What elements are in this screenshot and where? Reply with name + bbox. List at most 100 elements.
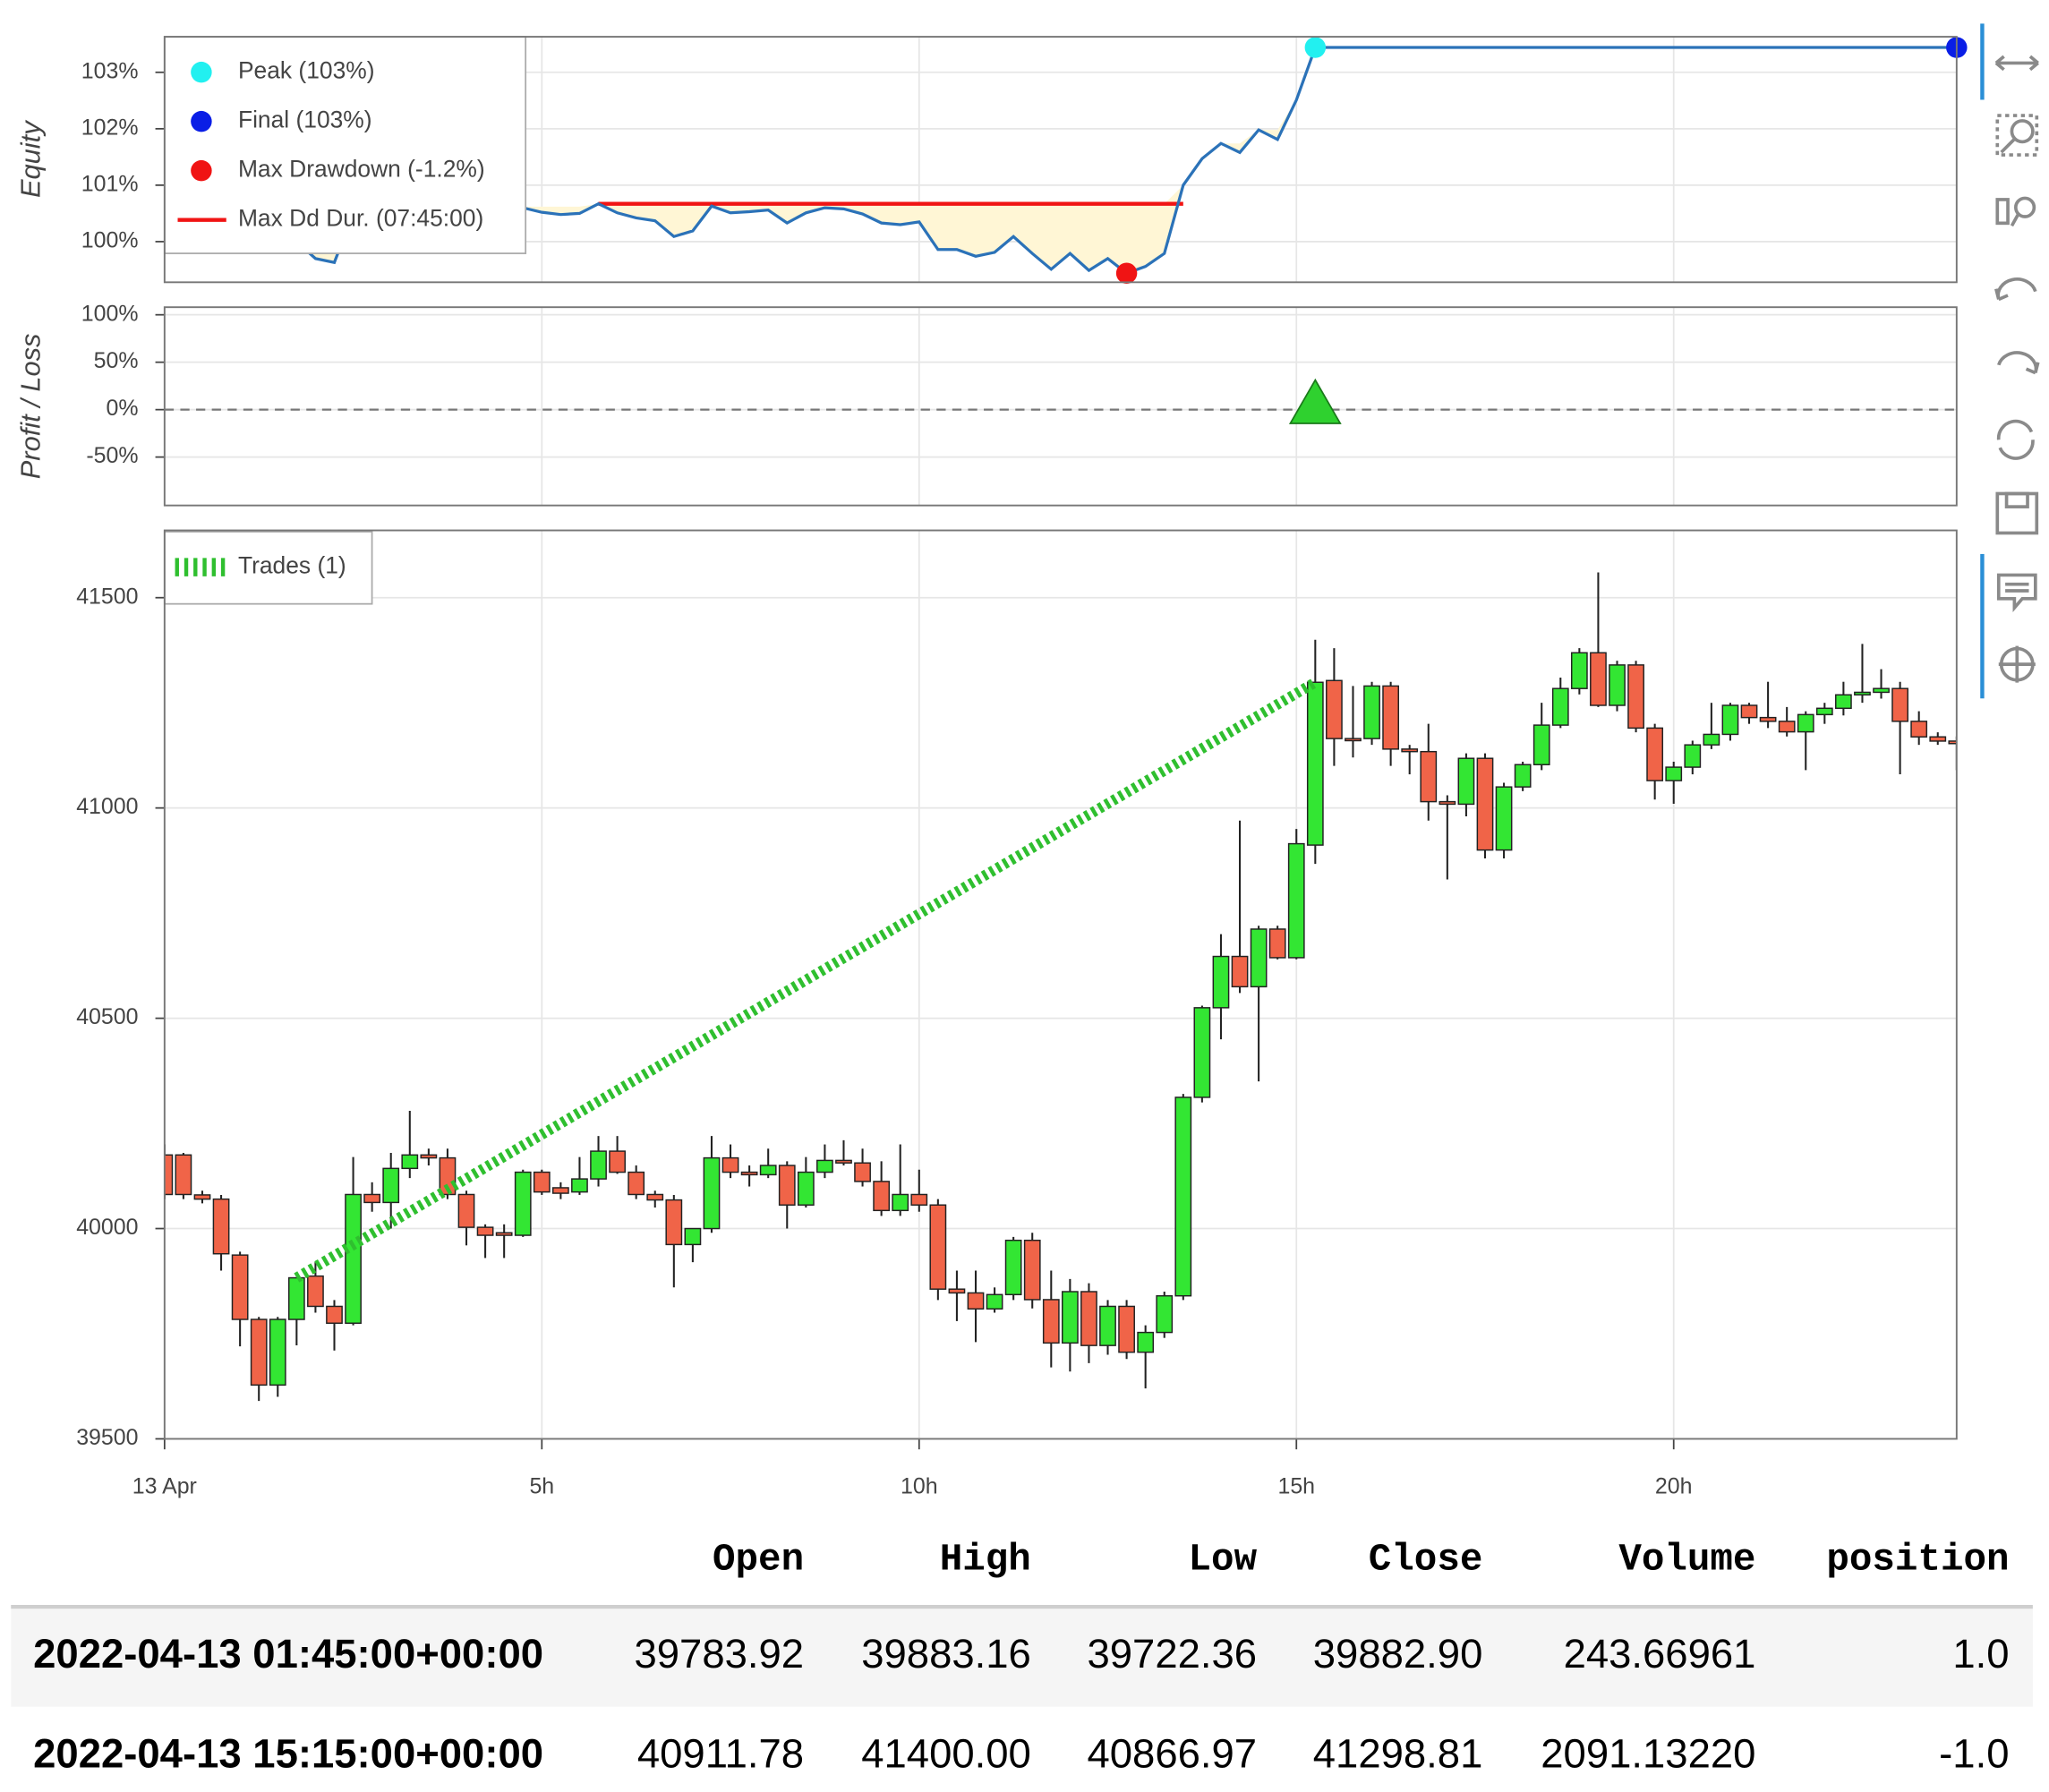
redo-tool[interactable] (1997, 351, 2040, 375)
hover-tool[interactable] (1996, 573, 2037, 613)
plot-background (164, 530, 1957, 1439)
candle-body (835, 1159, 852, 1164)
column-header: position (1826, 1539, 2009, 1582)
plot-border (163, 306, 1958, 507)
candle-body (1646, 727, 1664, 781)
candle-body (1778, 721, 1796, 733)
candle-body (1891, 687, 1908, 722)
toolbar-active-bar (1980, 553, 1985, 699)
cell: 39783.92 (635, 1631, 805, 1677)
candle-body (533, 1171, 551, 1193)
candle-body (495, 1232, 513, 1236)
candle-body (1401, 748, 1419, 753)
candle-body (1457, 757, 1475, 806)
candle-body (1345, 738, 1362, 742)
cell: 40911.78 (637, 1730, 804, 1776)
candle-body (721, 1156, 739, 1173)
legend-box (163, 36, 527, 254)
candle-body (250, 1318, 268, 1387)
candle-body (1721, 704, 1739, 736)
candle-body (287, 1276, 305, 1320)
y-tick-label: 101% (81, 171, 139, 196)
candle-body (628, 1171, 645, 1196)
candle-body (193, 1194, 211, 1200)
candle-body (1363, 685, 1380, 739)
x-tick-label: 5h (529, 1473, 554, 1498)
candle-body (684, 1227, 702, 1246)
candle-body (986, 1293, 1003, 1310)
candle-body (1042, 1299, 1060, 1344)
candle-body (1231, 955, 1249, 988)
candle-body (1004, 1239, 1022, 1296)
box-zoom-tool[interactable] (1995, 114, 2039, 157)
candle-body (326, 1305, 343, 1324)
peak-marker (1304, 37, 1327, 58)
y-tick-label: 102% (81, 115, 139, 140)
column-header: Close (1369, 1539, 1483, 1582)
candle-body (401, 1154, 419, 1170)
candle-body (439, 1156, 457, 1196)
candle-body (1061, 1291, 1079, 1344)
candle-body (1080, 1291, 1097, 1346)
candle-body (1420, 750, 1438, 803)
cell: 41298.81 (1313, 1730, 1483, 1776)
candle-body (609, 1150, 626, 1173)
candle-body (929, 1204, 947, 1290)
legend-dot (191, 61, 212, 83)
candle-body (1609, 664, 1626, 706)
candle-body (1156, 1294, 1174, 1334)
candle-body (1910, 721, 1928, 738)
candle-body (1326, 679, 1343, 739)
x-tick-label: 13 Apr (132, 1473, 197, 1498)
y-tick-label: 0% (106, 396, 138, 421)
y-tick-label: 40000 (76, 1215, 138, 1240)
candle-body (967, 1292, 985, 1310)
candle-body (476, 1226, 494, 1236)
y-axis-label: Equity (14, 120, 46, 198)
legend-label: Final (103%) (238, 107, 372, 133)
candle-body (1854, 691, 1871, 695)
legend-dot (191, 159, 212, 182)
legend-label: Max Drawdown (-1.2%) (238, 156, 485, 183)
column-header: High (940, 1539, 1031, 1582)
candle-body (231, 1254, 249, 1320)
candle-body (873, 1181, 891, 1212)
candle-body (665, 1199, 683, 1246)
y-tick-label: 41500 (76, 584, 138, 609)
candle-body (1193, 1007, 1211, 1098)
candle-body (778, 1165, 796, 1206)
candle-body (307, 1275, 324, 1308)
candle-body (1835, 694, 1852, 710)
candle-body (646, 1193, 664, 1201)
legend-label: Max Dd Dur. (07:45:00) (238, 205, 483, 232)
y-tick-label: 41000 (76, 794, 138, 819)
x-tick-label: 20h (1655, 1473, 1693, 1498)
cell: 39722.36 (1088, 1631, 1258, 1677)
reset-tool[interactable] (1996, 419, 2035, 460)
candle-body (571, 1178, 588, 1193)
candle-body (948, 1288, 966, 1294)
candle-body (854, 1162, 871, 1182)
wheel-zoom-tool[interactable] (1995, 196, 2036, 227)
candle-body (1759, 716, 1777, 722)
pan-tool[interactable] (1994, 55, 2039, 72)
y-tick-label: -50% (86, 443, 138, 468)
column-header: Open (713, 1539, 804, 1582)
candle-body (1212, 955, 1230, 1009)
candle-body (1250, 928, 1268, 988)
candle-body (1873, 687, 1890, 694)
plot-area (164, 307, 1957, 506)
candle-body (1665, 766, 1683, 781)
candle-body (703, 1156, 721, 1230)
cell: 2091.13220 (1541, 1730, 1755, 1776)
y-axis-label: Profit / Loss (15, 334, 47, 480)
save-tool[interactable] (1995, 491, 2039, 535)
y-tick-label: 100% (81, 301, 139, 326)
candle-body (759, 1165, 777, 1176)
candle-body (1551, 687, 1569, 726)
crosshair-tool[interactable] (1998, 645, 2036, 683)
undo-tool[interactable] (1994, 277, 2037, 302)
legend-label: Trades (1) (238, 552, 346, 579)
cell: 39883.16 (861, 1631, 1031, 1677)
candle-body (1306, 681, 1324, 846)
